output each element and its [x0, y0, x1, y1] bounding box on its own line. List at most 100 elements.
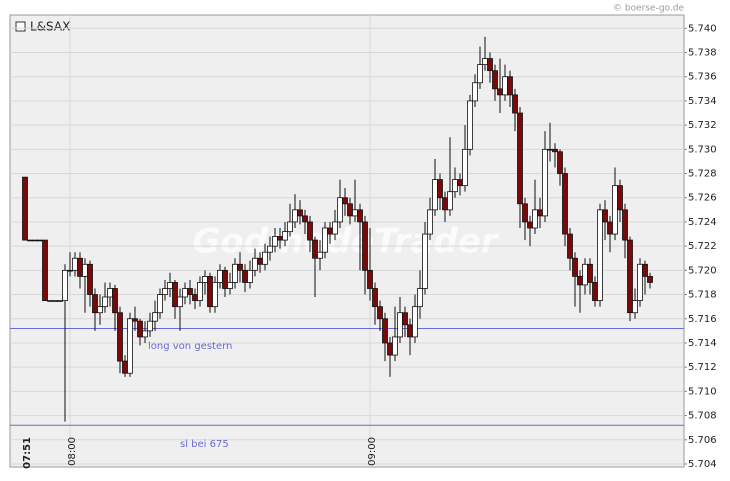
- candle: [312, 236, 318, 297]
- candle-body: [332, 221, 338, 235]
- candle-body: [422, 233, 428, 289]
- candle: [132, 306, 138, 331]
- candle: [187, 280, 193, 305]
- candle: [587, 258, 593, 295]
- candle-body: [272, 236, 278, 247]
- candle-body: [582, 263, 588, 286]
- candle-body: [367, 269, 373, 289]
- candle: [162, 280, 168, 301]
- candle-body: [307, 221, 313, 241]
- candle-body: [357, 209, 363, 223]
- candle-body: [152, 312, 158, 322]
- candle: [367, 227, 373, 301]
- candle: [637, 258, 643, 307]
- candle: [27, 239, 33, 242]
- candle: [137, 318, 143, 346]
- candle-body: [567, 233, 573, 259]
- y-tick-label: 5.728: [688, 169, 717, 180]
- candle: [477, 46, 483, 89]
- legend-title: L&SAX: [30, 20, 70, 34]
- candle: [262, 243, 268, 271]
- candle-body: [57, 300, 63, 302]
- candle: [517, 106, 523, 228]
- candle: [42, 239, 48, 302]
- candle: [197, 276, 203, 307]
- candle: [412, 294, 418, 343]
- candle-body: [592, 282, 598, 302]
- candle-body: [497, 88, 503, 96]
- candle: [62, 264, 68, 422]
- candle-body: [87, 263, 93, 295]
- candle: [492, 64, 498, 101]
- candle-body: [32, 239, 38, 242]
- candle: [417, 270, 423, 319]
- y-tick-label: 5.708: [688, 411, 717, 422]
- y-tick-label: 5.738: [688, 48, 717, 59]
- candle-body: [572, 257, 578, 277]
- candle-body: [347, 203, 353, 217]
- candle-body: [27, 239, 33, 242]
- y-tick-label: 5.704: [688, 459, 717, 470]
- candle-body: [142, 330, 148, 338]
- annotation-label: long von gestern: [148, 341, 232, 352]
- candle: [127, 312, 133, 377]
- candle: [342, 188, 348, 216]
- candle-body: [302, 215, 308, 223]
- candle: [622, 203, 628, 259]
- candle-body: [542, 148, 548, 217]
- candle: [92, 288, 98, 331]
- candle-body: [342, 197, 348, 205]
- candle-body: [317, 251, 323, 259]
- candle-body: [62, 269, 68, 302]
- candle: [422, 221, 428, 295]
- candle: [627, 236, 633, 322]
- candle: [52, 300, 58, 302]
- candle-body: [137, 320, 143, 338]
- candle: [232, 258, 238, 289]
- candle: [322, 221, 328, 259]
- candle-body: [562, 173, 568, 235]
- candle-body: [82, 263, 88, 277]
- candle-body: [267, 245, 273, 253]
- candle-body: [402, 312, 408, 326]
- candle-body: [102, 296, 108, 308]
- candle-body: [92, 294, 98, 314]
- x-tick-label: 07:51: [22, 437, 33, 469]
- candle: [142, 321, 148, 343]
- candle: [357, 203, 363, 271]
- candle-body: [172, 282, 178, 308]
- candle-body: [377, 306, 383, 320]
- candle-body: [472, 82, 478, 102]
- candle: [572, 252, 578, 307]
- candle-body: [557, 151, 563, 174]
- candle-body: [587, 263, 593, 283]
- y-tick-label: 5.732: [688, 120, 717, 131]
- candle: [437, 173, 443, 210]
- candle: [272, 227, 278, 253]
- candle: [37, 239, 43, 242]
- candle: [47, 300, 53, 302]
- candle: [157, 288, 163, 319]
- candle-body: [372, 288, 378, 308]
- candle-body: [227, 282, 233, 289]
- candle-body: [292, 209, 298, 223]
- candle-body: [207, 276, 213, 308]
- candle: [647, 272, 653, 289]
- candle-body: [132, 318, 138, 322]
- candle-body: [492, 70, 498, 90]
- candle-body: [527, 221, 533, 229]
- candle-body: [432, 179, 438, 211]
- candle-body: [392, 336, 398, 356]
- candle: [552, 143, 558, 168]
- candle: [617, 179, 623, 222]
- candle: [472, 74, 478, 107]
- candle-body: [512, 94, 518, 114]
- candle: [102, 282, 108, 313]
- candle: [282, 221, 288, 247]
- candle-body: [167, 282, 173, 289]
- y-tick-label: 5.712: [688, 362, 717, 373]
- candle-body: [37, 239, 43, 242]
- candle-body: [642, 263, 648, 277]
- candle-body: [277, 236, 283, 241]
- candle: [392, 306, 398, 362]
